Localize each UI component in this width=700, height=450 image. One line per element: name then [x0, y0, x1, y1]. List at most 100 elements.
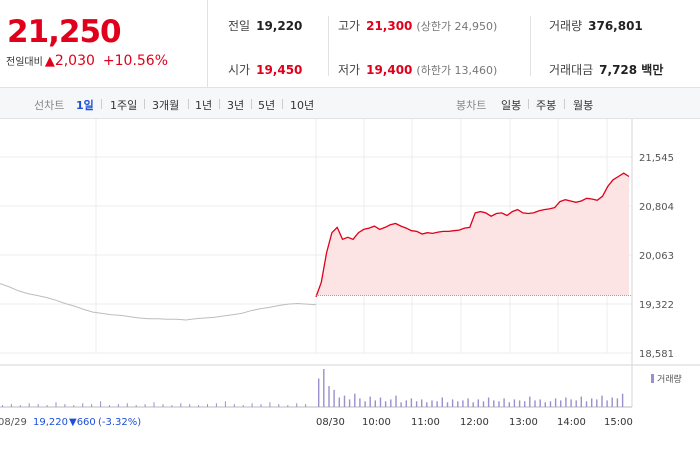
volume-bar — [379, 397, 382, 407]
divider — [144, 99, 145, 109]
x-tick-label: 12:00 — [460, 417, 489, 428]
divider — [282, 99, 283, 109]
volume-bar — [318, 378, 320, 407]
change-label: 전일대비 — [6, 57, 43, 68]
volume-bar — [233, 404, 235, 407]
volume-bar — [524, 401, 526, 407]
volume-bar — [580, 396, 582, 408]
today-price-area — [316, 173, 629, 297]
volume-bar — [395, 395, 397, 407]
candle-monthly[interactable]: 월봉 — [573, 99, 594, 112]
volume-bar — [37, 404, 39, 407]
volume-bar — [487, 397, 490, 407]
stat-open: 시가 19,450 — [228, 61, 302, 78]
volume-bar — [333, 389, 335, 407]
x-tick-label: 11:00 — [411, 417, 440, 428]
volume-bar — [549, 401, 552, 407]
volume-bar — [305, 404, 307, 407]
volume-bar — [215, 403, 217, 407]
volume-bar — [400, 402, 402, 408]
divider — [328, 16, 329, 76]
period-1w[interactable]: 1주일 — [110, 99, 138, 112]
prev-change-label: ▼660 — [69, 417, 96, 428]
period-1y[interactable]: 1년 — [195, 99, 213, 112]
stat-low: 저가 19,400 (하한가 13,460) — [338, 61, 497, 78]
volume-bar — [384, 401, 387, 407]
divider — [251, 99, 252, 109]
volume-bar — [117, 404, 119, 407]
volume-bar — [415, 401, 418, 407]
volume-bar — [493, 400, 495, 407]
prev-change-pct-label: (-3.32%) — [98, 417, 141, 428]
volume-bar — [451, 399, 454, 407]
stat-value: 7,728 백만 — [599, 63, 664, 77]
period-10y[interactable]: 10년 — [290, 99, 315, 112]
volume-bar — [426, 402, 428, 408]
volume-bar — [100, 401, 102, 407]
volume-bar — [73, 405, 75, 407]
volume-bar — [207, 404, 208, 407]
stat-prev-close: 전일 19,220 — [228, 17, 302, 34]
period-1d[interactable]: 1일 — [76, 99, 94, 112]
change-percent: +10.56% — [102, 53, 169, 69]
stat-value: 19,400 — [366, 63, 413, 77]
volume-bar — [591, 398, 593, 407]
period-5y[interactable]: 5년 — [258, 99, 276, 112]
volume-bar — [364, 401, 366, 407]
candle-weekly[interactable]: 주봉 — [536, 99, 557, 112]
stat-label: 시가 — [228, 63, 251, 77]
divider — [101, 99, 102, 109]
prev-date-label: 08/29 — [0, 417, 27, 428]
period-3y[interactable]: 3년 — [227, 99, 245, 112]
volume-bar — [585, 401, 588, 407]
volume-bar — [359, 398, 361, 407]
divider — [564, 99, 565, 109]
volume-bar — [616, 398, 619, 407]
lower-limit: (하한가 13,460) — [416, 64, 498, 77]
volume-bar — [198, 405, 200, 407]
volume-bar — [2, 405, 3, 407]
volume-bar — [55, 402, 57, 408]
volume-bar — [287, 405, 289, 407]
price-change: 전일대비 ▲2,030 +10.56% — [6, 53, 168, 69]
x-tick-label: 14:00 — [557, 417, 586, 428]
stat-value: 19,220 — [256, 19, 303, 33]
volume-bar — [278, 404, 280, 407]
volume-bar — [596, 399, 598, 407]
stat-value: 376,801 — [588, 19, 643, 33]
volume-bar — [10, 404, 12, 407]
volume-bar — [189, 404, 191, 407]
intraday-price-chart: 21,545 20,804 20,063 19,322 18,581 거래량 08/29… — [0, 119, 700, 428]
current-price: 21,250 — [7, 14, 122, 50]
period-3m[interactable]: 3개월 — [152, 99, 180, 112]
volume-bar — [135, 405, 137, 407]
volume-bar — [251, 403, 253, 407]
y-tick-label: 18,581 — [639, 349, 674, 360]
volume-bar — [539, 399, 541, 407]
stat-label: 고가 — [338, 19, 361, 33]
y-tick-label: 21,545 — [639, 153, 674, 164]
stat-label: 저가 — [338, 63, 361, 77]
volume-bar — [328, 386, 330, 407]
volume-bar — [482, 401, 485, 407]
volume-bar — [498, 401, 500, 407]
stat-high: 고가 21,300 (상한가 24,950) — [338, 17, 497, 34]
volume-bar — [544, 402, 546, 408]
stat-label: 거래량 — [549, 19, 583, 33]
volume-bar — [570, 399, 572, 407]
stat-label: 전일 — [228, 19, 251, 33]
volume-bar — [467, 398, 469, 407]
volume-bar — [477, 399, 479, 407]
volume-bar — [518, 400, 521, 407]
volume-bar — [513, 399, 516, 407]
volume-bar — [180, 403, 182, 407]
volume-bar — [472, 402, 474, 408]
stat-trade-value: 거래대금 7,728 백만 — [549, 61, 663, 78]
volume-bar — [369, 396, 371, 408]
volume-bar — [153, 402, 155, 408]
volume-bar — [144, 404, 146, 407]
chart-toolbar: 선차트 1일 1주일 3개월 1년 3년 5년 10년 봉차트 일봉 주봉 월봉 — [0, 88, 700, 119]
candle-daily[interactable]: 일봉 — [501, 99, 522, 112]
volume-bar — [421, 399, 423, 407]
line-chart-label: 선차트 — [34, 99, 65, 112]
